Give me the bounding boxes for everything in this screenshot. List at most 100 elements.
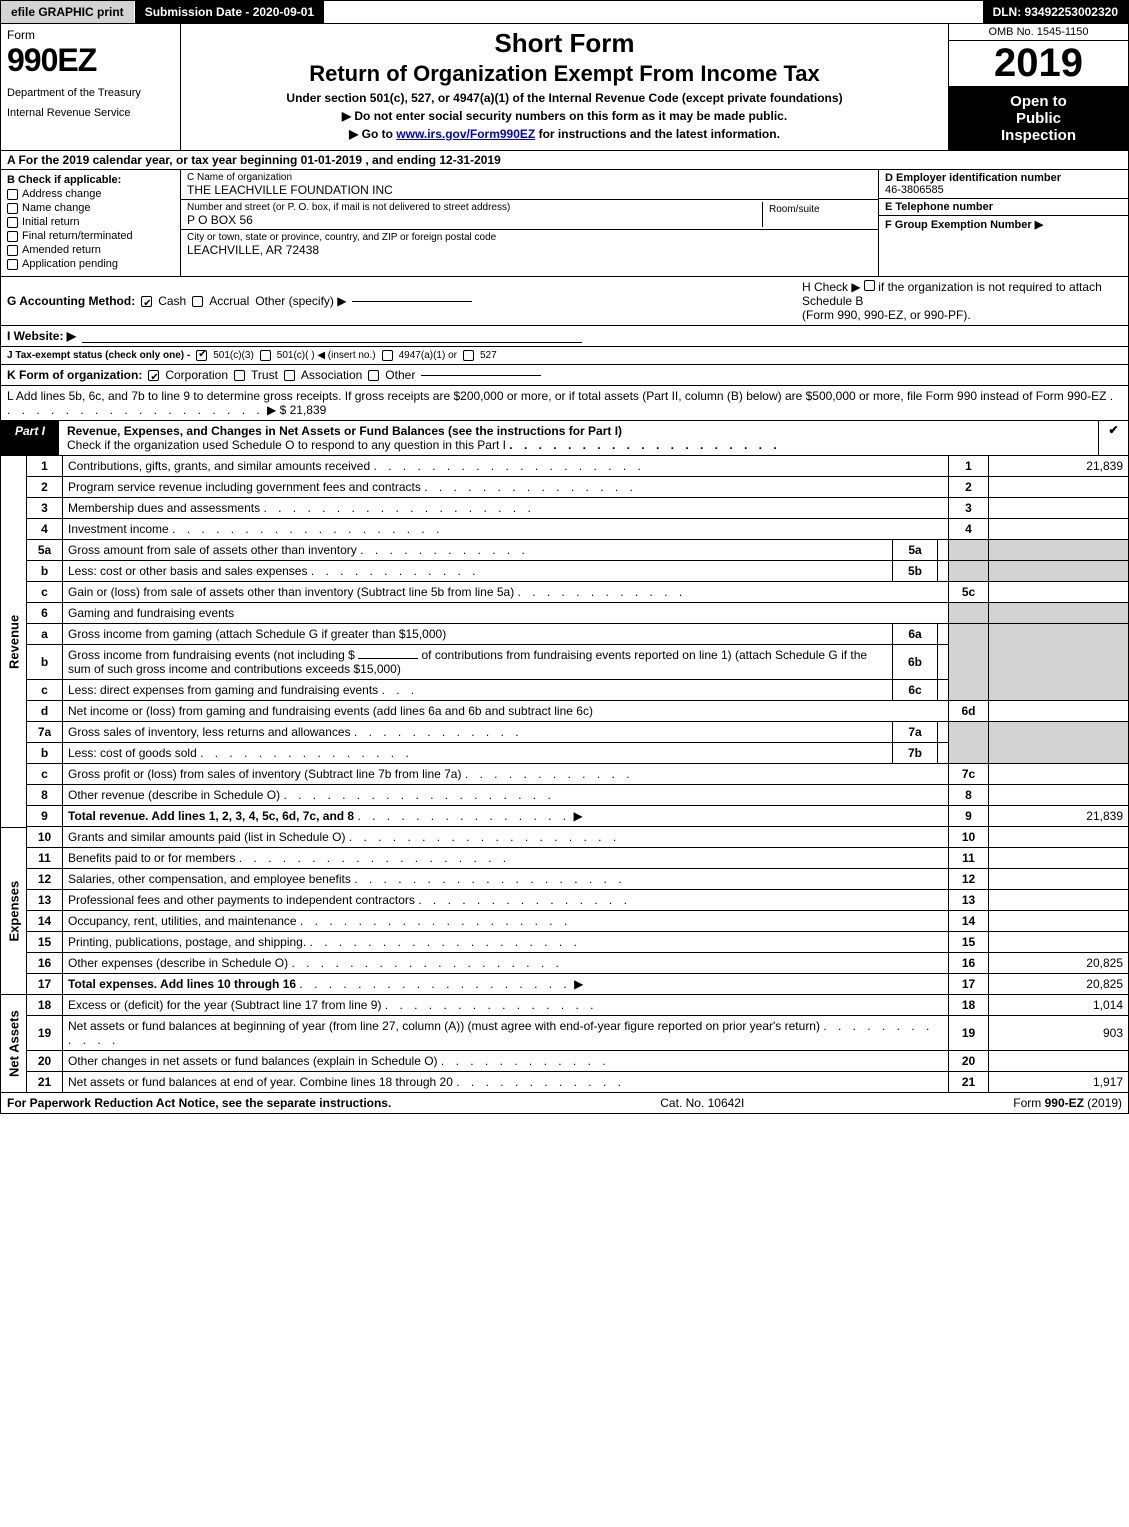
- line-6c-desc: Less: direct expenses from gaming and fu…: [63, 680, 893, 701]
- line-15-box: 15: [949, 932, 989, 953]
- lbl-name-change: Name change: [22, 202, 91, 214]
- public: Public: [953, 110, 1124, 127]
- chk-501c[interactable]: [260, 350, 271, 361]
- line-12-box: 12: [949, 869, 989, 890]
- line-14-num: 14: [27, 911, 63, 932]
- line-6c-val: [938, 680, 949, 701]
- chk-application-pending[interactable]: [7, 259, 18, 270]
- line-6b-desc: Gross income from fundraising events (no…: [63, 645, 893, 680]
- line-18-box: 18: [949, 995, 989, 1016]
- line-18-num: 18: [27, 995, 63, 1016]
- submission-date-button[interactable]: Submission Date - 2020-09-01: [135, 1, 325, 23]
- row-k: K Form of organization: Corporation Trus…: [0, 365, 1129, 386]
- lbl-final-return: Final return/terminated: [22, 230, 133, 242]
- top-bar: efile GRAPHIC print Submission Date - 20…: [0, 0, 1129, 24]
- part-1-check-line: Check if the organization used Schedule …: [67, 438, 506, 452]
- chk-527[interactable]: [463, 350, 474, 361]
- chk-accrual[interactable]: [192, 296, 203, 307]
- row-i: I Website: ▶: [0, 326, 1129, 347]
- line-5b-sub: 5b: [893, 561, 938, 582]
- lbl-corporation: Corporation: [165, 368, 228, 382]
- line-11-desc: Benefits paid to or for members . . . . …: [63, 848, 949, 869]
- chk-cash[interactable]: [141, 296, 152, 307]
- line-20-amt: [989, 1051, 1129, 1072]
- chk-501c3[interactable]: [196, 350, 207, 361]
- dept-treasury: Department of the Treasury: [7, 87, 174, 99]
- line-3-amt: [989, 498, 1129, 519]
- line-8-desc: Other revenue (describe in Schedule O) .…: [63, 785, 949, 806]
- line-12-amt: [989, 869, 1129, 890]
- chk-address-change[interactable]: [7, 189, 18, 200]
- short-form-title: Short Form: [191, 28, 938, 59]
- line-1-num: 1: [27, 456, 63, 477]
- chk-4947a1[interactable]: [382, 350, 393, 361]
- chk-schedule-b-not-required[interactable]: [864, 280, 875, 291]
- form-word: Form: [7, 28, 174, 42]
- line-5c-num: c: [27, 582, 63, 603]
- line-12-num: 12: [27, 869, 63, 890]
- period-text: A For the 2019 calendar year, or tax yea…: [7, 153, 501, 167]
- lbl-address-change: Address change: [22, 188, 102, 200]
- part-1-checkbox[interactable]: ✔: [1098, 421, 1128, 455]
- header-left: Form 990EZ Department of the Treasury In…: [1, 24, 181, 150]
- line-7a-grey2: [989, 722, 1129, 764]
- line-3-box: 3: [949, 498, 989, 519]
- line-5a-sub: 5a: [893, 540, 938, 561]
- line-7b-num: b: [27, 743, 63, 764]
- form-header: Form 990EZ Department of the Treasury In…: [0, 24, 1129, 151]
- line-5c-amt: [989, 582, 1129, 603]
- chk-final-return[interactable]: [7, 231, 18, 242]
- line-9-num: 9: [27, 806, 63, 827]
- form-code: 990EZ: [7, 42, 174, 79]
- other-specify-input[interactable]: [352, 301, 472, 302]
- open-public-badge: Open to Public Inspection: [949, 87, 1128, 150]
- efile-print-button[interactable]: efile GRAPHIC print: [1, 1, 135, 23]
- group-exemption-label: F Group Exemption Number ▶: [885, 218, 1122, 231]
- line-10-num: 10: [27, 827, 63, 848]
- side-netassets: Net Assets: [1, 995, 27, 1093]
- box-def: D Employer identification number 46-3806…: [878, 170, 1128, 276]
- lbl-501c3: 501(c)(3): [213, 350, 254, 361]
- line-5b-num: b: [27, 561, 63, 582]
- lbl-cash: Cash: [158, 294, 186, 308]
- line-6b-val: [938, 645, 949, 680]
- goto-line: ▶ Go to www.irs.gov/Form990EZ for instru…: [191, 127, 938, 141]
- other-org-input[interactable]: [421, 375, 541, 376]
- chk-initial-return[interactable]: [7, 217, 18, 228]
- chk-name-change[interactable]: [7, 203, 18, 214]
- telephone-label: E Telephone number: [885, 201, 1122, 213]
- line-19-box: 19: [949, 1016, 989, 1051]
- tax-period-row: A For the 2019 calendar year, or tax yea…: [0, 151, 1129, 170]
- line-13-desc: Professional fees and other payments to …: [63, 890, 949, 911]
- chk-amended-return[interactable]: [7, 245, 18, 256]
- line-1-amt: 21,839: [989, 456, 1129, 477]
- topbar-spacer: [325, 1, 982, 23]
- return-title: Return of Organization Exempt From Incom…: [191, 61, 938, 87]
- accounting-method-label: G Accounting Method:: [7, 294, 135, 308]
- line-17-box: 17: [949, 974, 989, 995]
- lbl-4947a1: 4947(a)(1) or: [399, 350, 457, 361]
- line-8-amt: [989, 785, 1129, 806]
- part-1-tab: Part I: [1, 421, 59, 455]
- line-6a-sub: 6a: [893, 624, 938, 645]
- line-8-box: 8: [949, 785, 989, 806]
- chk-association[interactable]: [284, 370, 295, 381]
- chk-trust[interactable]: [234, 370, 245, 381]
- line-4-amt: [989, 519, 1129, 540]
- side-revenue: Revenue: [1, 456, 27, 827]
- line-8-num: 8: [27, 785, 63, 806]
- line-13-amt: [989, 890, 1129, 911]
- website-input[interactable]: [82, 329, 582, 343]
- line-2-amt: [989, 477, 1129, 498]
- line-6b-amount-input[interactable]: [358, 658, 418, 659]
- irs-link[interactable]: www.irs.gov/Form990EZ: [396, 127, 535, 141]
- lbl-other-specify: Other (specify) ▶: [255, 294, 346, 308]
- org-name-label: C Name of organization: [187, 172, 872, 183]
- line-5a-val: [938, 540, 949, 561]
- chk-other-org[interactable]: [368, 370, 379, 381]
- arrow-icon: ▶: [573, 809, 582, 823]
- line-6a-val: [938, 624, 949, 645]
- chk-corporation[interactable]: [148, 370, 159, 381]
- ssn-warning: ▶ Do not enter social security numbers o…: [191, 109, 938, 123]
- line-6d-box: 6d: [949, 701, 989, 722]
